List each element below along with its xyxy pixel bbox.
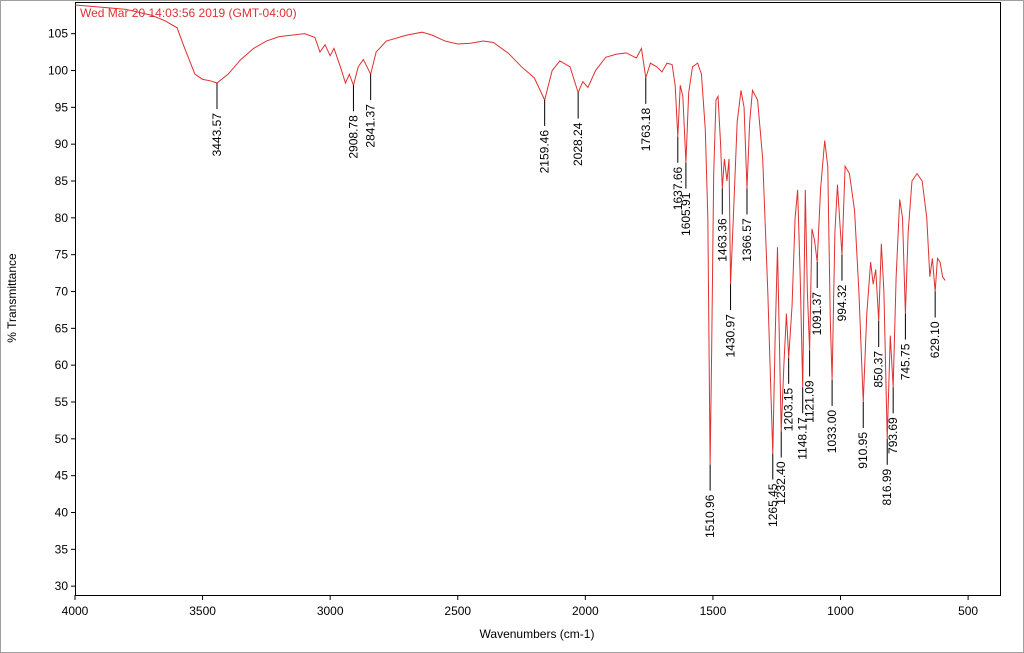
peak-label: 1463.36 — [715, 218, 729, 262]
peak-label: 2841.37 — [364, 104, 378, 148]
peak-label: 1203.15 — [782, 387, 796, 431]
peak-label: 1033.00 — [825, 410, 839, 454]
plot-frame — [75, 2, 1001, 596]
peak-label: 1510.96 — [703, 494, 717, 538]
peak-label: 2028.24 — [571, 122, 585, 166]
peak-label: 745.75 — [898, 343, 912, 380]
y-tick-label: 55 — [55, 395, 69, 409]
y-tick-label: 90 — [55, 137, 69, 151]
peak-label: 793.69 — [886, 417, 900, 454]
x-tick-label: 3500 — [189, 604, 216, 618]
x-tick-label: 500 — [958, 604, 978, 618]
peak-label: 850.37 — [872, 351, 886, 388]
x-tick-label: 2000 — [572, 604, 599, 618]
y-tick-label: 70 — [55, 285, 69, 299]
chart-title: Wed Mar 20 14:03:56 2019 (GMT-04:00) — [80, 6, 297, 20]
peak-label: 2908.78 — [346, 115, 360, 159]
x-axis-label: Wavenumbers (cm-1) — [480, 627, 595, 641]
y-axis-label: % Transmittance — [5, 253, 19, 343]
y-tick-label: 45 — [55, 469, 69, 483]
y-tick-label: 80 — [55, 211, 69, 225]
y-tick-label: 85 — [55, 174, 69, 188]
peak-label: 1121.09 — [803, 380, 817, 423]
peak-label: 1232.40 — [774, 461, 788, 505]
y-tick-label: 40 — [55, 505, 69, 519]
peak-label: 1148.17 — [796, 417, 810, 460]
y-tick-label: 75 — [55, 248, 69, 262]
peak-label: 1265.45 — [766, 483, 780, 527]
y-tick-label: 50 — [55, 432, 69, 446]
peak-label: 1605.91 — [679, 192, 693, 236]
peak-label: 629.10 — [928, 321, 942, 358]
spectrum-line — [74, 4, 946, 465]
peak-label: 910.95 — [856, 432, 870, 469]
peak-label: 1366.57 — [740, 218, 754, 262]
peak-label: 1091.37 — [810, 292, 824, 336]
x-tick-label: 3000 — [317, 604, 344, 618]
peak-label: 816.99 — [880, 469, 894, 506]
y-tick-label: 65 — [55, 321, 69, 335]
peak-label: 2159.46 — [538, 130, 552, 174]
y-tick-label: 105 — [48, 27, 68, 41]
y-tick-label: 35 — [55, 542, 69, 556]
peak-label: 1763.18 — [639, 108, 653, 152]
y-tick-label: 95 — [55, 100, 69, 114]
peak-label: 1637.66 — [671, 166, 685, 210]
peak-label: 3443.57 — [210, 113, 224, 157]
peak-label: 994.32 — [835, 284, 849, 321]
y-tick-label: 100 — [48, 64, 68, 78]
y-tick-label: 30 — [55, 579, 69, 593]
x-tick-label: 1500 — [700, 604, 727, 618]
x-tick-label: 1000 — [827, 604, 854, 618]
x-tick-label: 2500 — [444, 604, 471, 618]
x-tick-label: 4000 — [62, 604, 89, 618]
y-tick-label: 60 — [55, 358, 69, 372]
peak-label: 1430.97 — [724, 314, 738, 358]
